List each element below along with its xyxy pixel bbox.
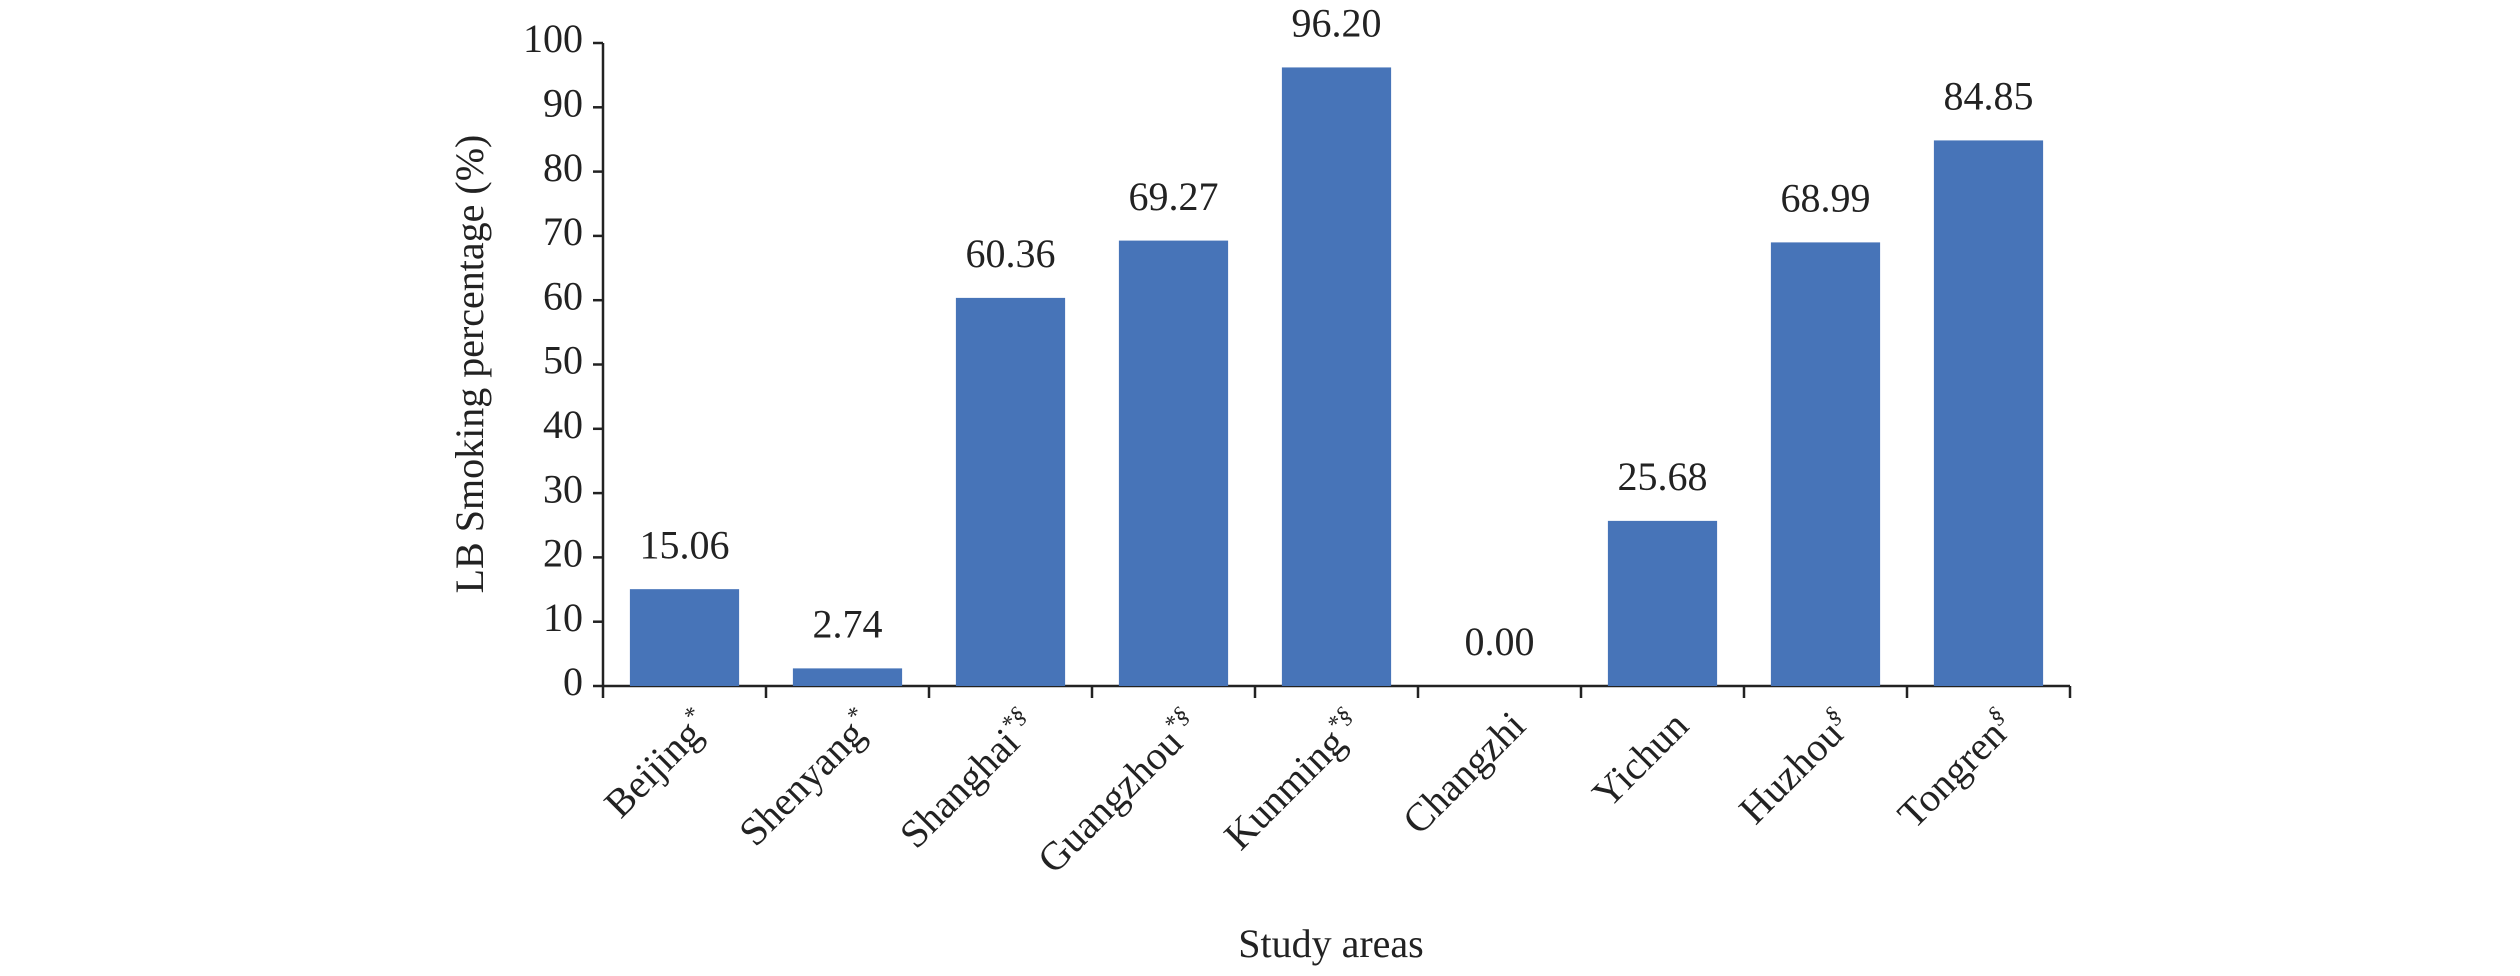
category-name: Kunming — [1215, 720, 1354, 859]
y-tick-label: 40 — [543, 402, 583, 447]
category-name: Yichun — [1583, 703, 1697, 817]
y-tick-label: 70 — [543, 209, 583, 254]
value-label: 84.85 — [1944, 74, 2034, 119]
bar — [1118, 240, 1229, 686]
category-name: Shanghai — [891, 720, 1028, 857]
x-tick-label: Shanghai*§ — [891, 703, 1045, 857]
x-tick-label: Changzhi — [1394, 703, 1534, 843]
value-label: 15.06 — [640, 522, 730, 567]
y-axis-title: LB Smoking percentage (%) — [447, 135, 492, 594]
x-tick-label: Guangzhou*§ — [1029, 703, 1208, 882]
y-tick-label: 100 — [523, 16, 583, 61]
bar — [1281, 67, 1392, 686]
bar — [629, 589, 740, 686]
category-name: Tongren — [1889, 711, 2015, 837]
bar — [792, 668, 903, 686]
x-tick-label: Tongren§ — [1889, 703, 2023, 837]
category-name: Huzhou — [1730, 711, 1851, 832]
bar — [1770, 242, 1881, 687]
x-tick-label: Huzhou§ — [1730, 703, 1860, 833]
category-name: Changzhi — [1394, 703, 1534, 843]
value-label: 68.99 — [1781, 176, 1871, 221]
x-axis-title: Study areas — [1238, 921, 1424, 966]
x-tick-label: Beijing* — [595, 703, 719, 827]
x-tick-label: Shenyang* — [730, 703, 882, 855]
category-name: Shenyang — [730, 711, 873, 854]
value-label: 96.20 — [1292, 1, 1382, 46]
y-tick-label: 90 — [543, 80, 583, 125]
value-label: 0.00 — [1465, 619, 1535, 664]
value-label: 25.68 — [1618, 454, 1708, 499]
value-label: 60.36 — [966, 231, 1056, 276]
y-tick-label: 20 — [543, 531, 583, 576]
y-tick-label: 60 — [543, 273, 583, 318]
y-tick-label: 50 — [543, 338, 583, 383]
category-name: Beijing — [595, 711, 710, 826]
bar — [955, 297, 1066, 686]
bar — [1607, 520, 1718, 686]
y-tick-label: 80 — [543, 145, 583, 190]
x-tick-label: Kunming*§ — [1215, 703, 1371, 859]
bar — [1933, 140, 2044, 687]
x-tick-label: Yichun — [1583, 703, 1697, 817]
y-tick-label: 30 — [543, 466, 583, 511]
category-name: Guangzhou — [1029, 720, 1191, 882]
y-tick-label: 10 — [543, 595, 583, 640]
y-tick-label: 0 — [563, 659, 583, 704]
value-label: 69.27 — [1129, 174, 1219, 219]
value-label: 2.74 — [813, 602, 883, 647]
